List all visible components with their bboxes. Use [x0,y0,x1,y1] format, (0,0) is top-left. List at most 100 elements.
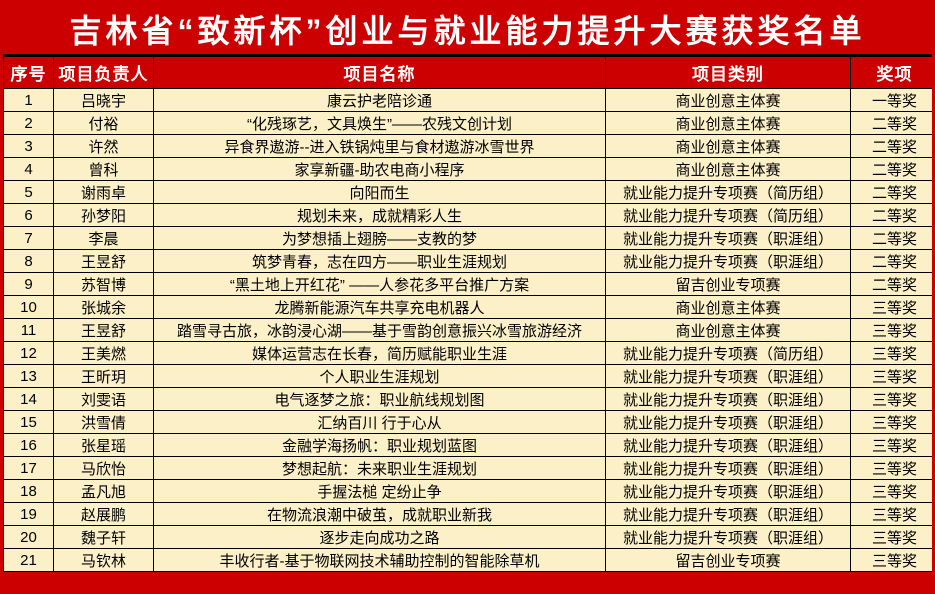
table-row: 17 马欣怡 梦想起航：未来职业生涯规划 就业能力提升专项赛（职涯组） 三等奖 [3,456,932,480]
cell-category: 商业创意主体赛 [605,111,851,135]
cell-project: 丰收行者-基于物联网技术辅助控制的智能除草机 [153,548,606,572]
cell-leader: 吕晓宇 [53,88,154,112]
cell-project: 逐步走向成功之路 [153,525,606,549]
cell-category: 就业能力提升专项赛（简历组） [605,203,851,227]
cell-no: 18 [3,479,54,503]
cell-award: 三等奖 [850,410,932,434]
cell-no: 13 [3,364,54,388]
cell-no: 10 [3,295,54,319]
table-row: 2 付裕 “化残琢艺，文具焕生”——农残文创计划 商业创意主体赛 二等奖 [3,111,932,135]
cell-project: 汇纳百川 行于心从 [153,410,606,434]
cell-category: 就业能力提升专项赛（职涯组） [605,410,851,434]
cell-category: 就业能力提升专项赛（职涯组） [605,456,851,480]
cell-category: 商业创意主体赛 [605,295,851,319]
table-row: 10 张城余 龙腾新能源汽车共享充电机器人 商业创意主体赛 三等奖 [3,295,932,319]
table-row: 20 魏子轩 逐步走向成功之路 就业能力提升专项赛（职涯组） 三等奖 [3,525,932,549]
cell-award: 三等奖 [850,318,932,342]
table-row: 16 张星瑶 金融学海扬帆：职业规划蓝图 就业能力提升专项赛（职涯组） 三等奖 [3,433,932,457]
cell-leader: 赵展鹏 [53,502,154,526]
cell-leader: 马欣怡 [53,456,154,480]
cell-leader: 付裕 [53,111,154,135]
cell-no: 5 [3,180,54,204]
table-row: 9 苏智博 “黑土地上开红花” ——人参花多平台推广方案 留吉创业专项赛 二等奖 [3,272,932,296]
table-row: 14 刘雯语 电气逐梦之旅：职业航线规划图 就业能力提升专项赛（职涯组） 三等奖 [3,387,932,411]
table-body: 1 吕晓宇 康云护老陪诊通 商业创意主体赛 一等奖 2 付裕 “化残琢艺，文具焕生”——农残文… [3,88,932,572]
cell-leader: 谢雨卓 [53,180,154,204]
cell-category: 留吉创业专项赛 [605,272,851,296]
cell-no: 3 [3,134,54,158]
cell-project: 梦想起航：未来职业生涯规划 [153,456,606,480]
cell-no: 8 [3,249,54,273]
cell-award: 二等奖 [850,134,932,158]
cell-leader: 魏子轩 [53,525,154,549]
cell-category: 就业能力提升专项赛（职涯组） [605,249,851,273]
cell-leader: 孟凡旭 [53,479,154,503]
cell-leader: 孙梦阳 [53,203,154,227]
cell-award: 三等奖 [850,502,932,526]
cell-project: “黑土地上开红花” ——人参花多平台推广方案 [153,272,606,296]
cell-category: 商业创意主体赛 [605,134,851,158]
cell-no: 9 [3,272,54,296]
cell-project: 电气逐梦之旅：职业航线规划图 [153,387,606,411]
cell-project: 规划未来，成就精彩人生 [153,203,606,227]
cell-leader: 张星瑶 [53,433,154,457]
cell-award: 二等奖 [850,272,932,296]
table-row: 18 孟凡旭 手握法槌 定纷止争 就业能力提升专项赛（职涯组） 三等奖 [3,479,932,503]
cell-category: 就业能力提升专项赛（职涯组） [605,226,851,250]
header-cell-award: 奖项 [850,56,932,89]
table-row: 12 王美燃 媒体运营志在长春，简历赋能职业生涯 就业能力提升专项赛（简历组） 三等奖 [3,341,932,365]
cell-award: 二等奖 [850,111,932,135]
cell-leader: 李晨 [53,226,154,250]
cell-category: 就业能力提升专项赛（职涯组） [605,525,851,549]
cell-leader: 王昱舒 [53,318,154,342]
cell-award: 三等奖 [850,364,932,388]
cell-leader: 王昕玥 [53,364,154,388]
header-cell-no: 序号 [3,56,54,89]
cell-award: 三等奖 [850,548,932,572]
cell-no: 19 [3,502,54,526]
cell-project: 家享新疆-助农电商小程序 [153,157,606,181]
table-row: 7 李晨 为梦想插上翅膀——支教的梦 就业能力提升专项赛（职涯组） 二等奖 [3,226,932,250]
cell-award: 三等奖 [850,479,932,503]
header-cell-project: 项目名称 [153,56,606,89]
cell-project: 向阳而生 [153,180,606,204]
cell-no: 11 [3,318,54,342]
table-row: 6 孙梦阳 规划未来，成就精彩人生 就业能力提升专项赛（简历组） 二等奖 [3,203,932,227]
cell-leader: 曾科 [53,157,154,181]
cell-project: “化残琢艺，文具焕生”——农残文创计划 [153,111,606,135]
table-row: 15 洪雪倩 汇纳百川 行于心从 就业能力提升专项赛（职涯组） 三等奖 [3,410,932,434]
cell-no: 4 [3,157,54,181]
cell-category: 就业能力提升专项赛（简历组） [605,180,851,204]
cell-category: 就业能力提升专项赛（职涯组） [605,479,851,503]
cell-award: 二等奖 [850,203,932,227]
header-cell-category: 项目类别 [605,56,851,89]
cell-award: 三等奖 [850,433,932,457]
cell-no: 7 [3,226,54,250]
cell-award: 三等奖 [850,456,932,480]
cell-leader: 马钦林 [53,548,154,572]
cell-project: 媒体运营志在长春，简历赋能职业生涯 [153,341,606,365]
table-row: 3 许然 异食界遨游--进入铁锅炖里与食材遨游冰雪世界 商业创意主体赛 二等奖 [3,134,932,158]
cell-project: 为梦想插上翅膀——支教的梦 [153,226,606,250]
cell-category: 就业能力提升专项赛（职涯组） [605,387,851,411]
cell-project: 康云护老陪诊通 [153,88,606,112]
cell-project: 筑梦青春，志在四方——职业生涯规划 [153,249,606,273]
cell-no: 16 [3,433,54,457]
cell-no: 21 [3,548,54,572]
cell-no: 20 [3,525,54,549]
cell-project: 个人职业生涯规划 [153,364,606,388]
table-row: 4 曾科 家享新疆-助农电商小程序 商业创意主体赛 二等奖 [3,157,932,181]
table-row: 5 谢雨卓 向阳而生 就业能力提升专项赛（简历组） 二等奖 [3,180,932,204]
cell-no: 1 [3,88,54,112]
cell-leader: 刘雯语 [53,387,154,411]
cell-category: 就业能力提升专项赛（职涯组） [605,502,851,526]
cell-award: 三等奖 [850,525,932,549]
cell-award: 二等奖 [850,249,932,273]
table-row: 13 王昕玥 个人职业生涯规划 就业能力提升专项赛（职涯组） 三等奖 [3,364,932,388]
cell-no: 6 [3,203,54,227]
cell-award: 二等奖 [850,180,932,204]
table-row: 1 吕晓宇 康云护老陪诊通 商业创意主体赛 一等奖 [3,88,932,112]
cell-award: 三等奖 [850,295,932,319]
cell-category: 商业创意主体赛 [605,318,851,342]
cell-project: 在物流浪潮中破茧，成就职业新我 [153,502,606,526]
